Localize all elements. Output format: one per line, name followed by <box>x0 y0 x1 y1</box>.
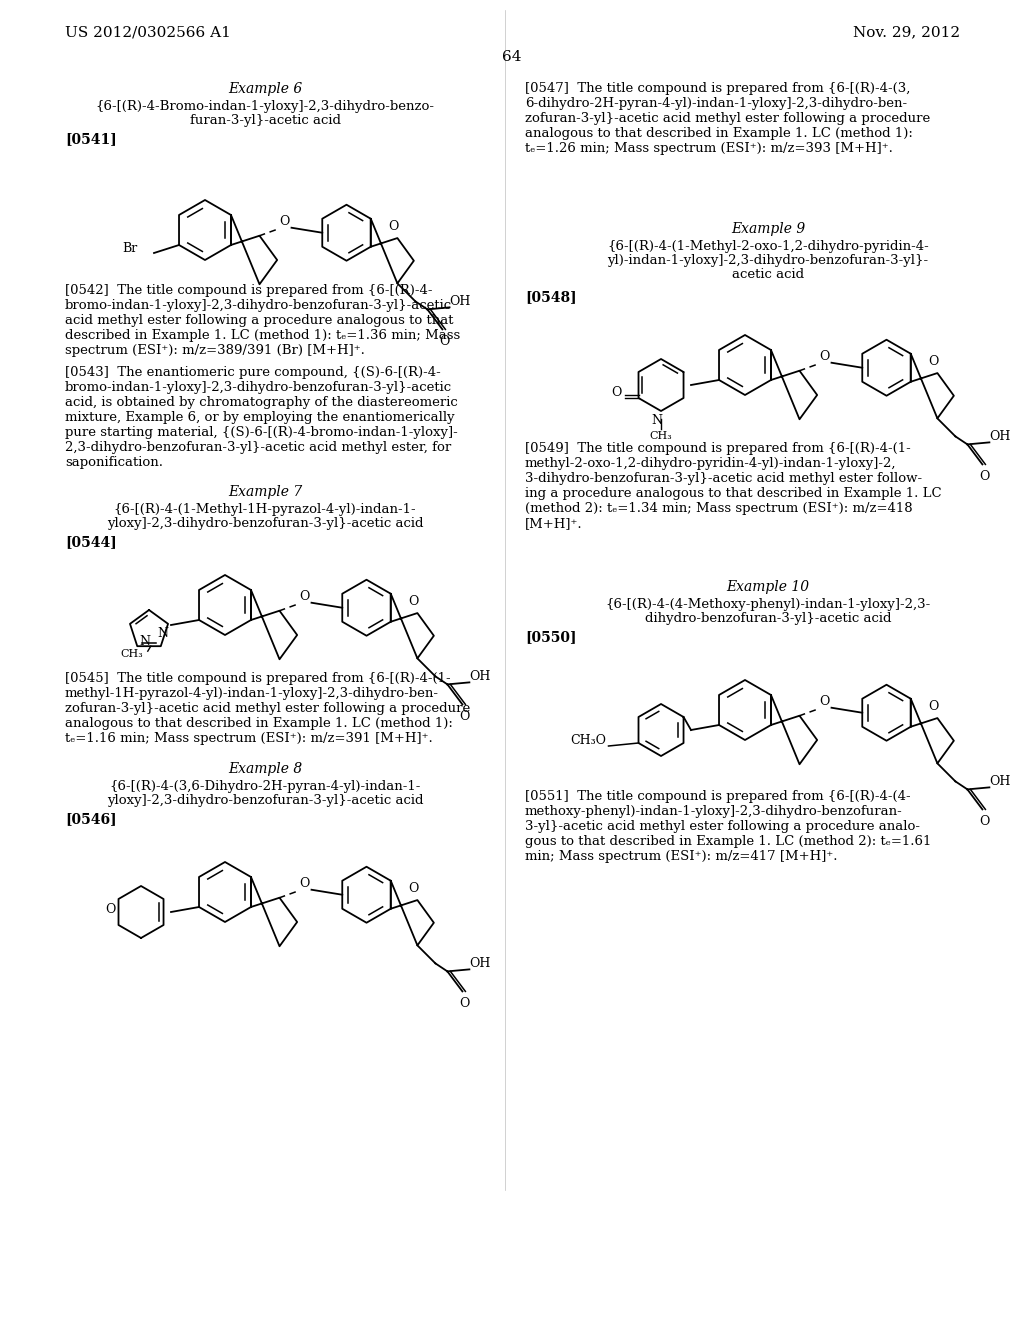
Text: OH: OH <box>989 775 1011 788</box>
Text: Example 10: Example 10 <box>726 579 810 594</box>
Text: CH₃O: CH₃O <box>570 734 606 747</box>
Text: [0548]: [0548] <box>525 290 577 304</box>
Text: N: N <box>139 635 151 648</box>
Text: yloxy]-2,3-dihydro-benzofuran-3-yl}-acetic acid: yloxy]-2,3-dihydro-benzofuran-3-yl}-acet… <box>106 517 423 531</box>
Text: O: O <box>979 816 989 829</box>
Text: [0547]  The title compound is prepared from {6-[(R)-4-(3,
6-dihydro-2H-pyran-4-y: [0547] The title compound is prepared fr… <box>525 82 930 154</box>
Text: O: O <box>299 590 310 603</box>
Text: {6-[(R)-4-(1-Methyl-2-oxo-1,2-dihydro-pyridin-4-: {6-[(R)-4-(1-Methyl-2-oxo-1,2-dihydro-py… <box>607 240 929 253</box>
Text: [0543]  The enantiomeric pure compound, {(S)-6-[(R)-4-
bromo-indan-1-yloxy]-2,3-: [0543] The enantiomeric pure compound, {… <box>65 366 458 469</box>
Text: {6-[(R)-4-(4-Methoxy-phenyl)-indan-1-yloxy]-2,3-: {6-[(R)-4-(4-Methoxy-phenyl)-indan-1-ylo… <box>605 598 931 611</box>
Text: O: O <box>928 700 939 713</box>
Text: yloxy]-2,3-dihydro-benzofuran-3-yl}-acetic acid: yloxy]-2,3-dihydro-benzofuran-3-yl}-acet… <box>106 795 423 807</box>
Text: dihydro-benzofuran-3-yl}-acetic acid: dihydro-benzofuran-3-yl}-acetic acid <box>645 612 891 624</box>
Text: Example 8: Example 8 <box>228 762 302 776</box>
Text: CH₃: CH₃ <box>649 432 673 441</box>
Text: O: O <box>388 219 398 232</box>
Text: [0550]: [0550] <box>525 630 577 644</box>
Text: US 2012/0302566 A1: US 2012/0302566 A1 <box>65 25 230 40</box>
Text: Example 6: Example 6 <box>228 82 302 96</box>
Text: [0541]: [0541] <box>65 132 117 147</box>
Text: O: O <box>299 878 310 890</box>
Text: [0549]  The title compound is prepared from {6-[(R)-4-(1-
methyl-2-oxo-1,2-dihyd: [0549] The title compound is prepared fr… <box>525 442 942 531</box>
Text: O: O <box>280 215 290 228</box>
Text: OH: OH <box>989 430 1011 444</box>
Text: {6-[(R)-4-Bromo-indan-1-yloxy]-2,3-dihydro-benzo-: {6-[(R)-4-Bromo-indan-1-yloxy]-2,3-dihyd… <box>95 100 434 114</box>
Text: O: O <box>819 350 829 363</box>
Text: OH: OH <box>469 957 490 970</box>
Text: O: O <box>105 903 116 916</box>
Text: O: O <box>819 696 829 709</box>
Text: [0551]  The title compound is prepared from {6-[(R)-4-(4-
methoxy-phenyl)-indan-: [0551] The title compound is prepared fr… <box>525 789 932 863</box>
Text: O: O <box>611 385 622 399</box>
Text: OH: OH <box>469 669 490 682</box>
Text: O: O <box>409 594 419 607</box>
Text: Example 7: Example 7 <box>228 484 302 499</box>
Text: O: O <box>459 998 470 1010</box>
Text: N: N <box>158 627 169 640</box>
Text: O: O <box>459 710 470 723</box>
Text: acetic acid: acetic acid <box>732 268 804 281</box>
Text: CH₃: CH₃ <box>120 649 142 659</box>
Text: [0544]: [0544] <box>65 535 117 549</box>
Text: O: O <box>409 882 419 895</box>
Text: [0545]  The title compound is prepared from {6-[(R)-4-(1-
methyl-1H-pyrazol-4-yl: [0545] The title compound is prepared fr… <box>65 672 470 744</box>
Text: O: O <box>979 470 989 483</box>
Text: Example 9: Example 9 <box>731 222 805 236</box>
Text: O: O <box>928 355 939 367</box>
Text: OH: OH <box>450 294 471 308</box>
Text: furan-3-yl}-acetic acid: furan-3-yl}-acetic acid <box>189 114 341 127</box>
Text: yl)-indan-1-yloxy]-2,3-dihydro-benzofuran-3-yl}-: yl)-indan-1-yloxy]-2,3-dihydro-benzofura… <box>607 253 929 267</box>
Text: O: O <box>439 335 450 348</box>
Text: [0542]  The title compound is prepared from {6-[(R)-4-
bromo-indan-1-yloxy]-2,3-: [0542] The title compound is prepared fr… <box>65 284 460 356</box>
Text: {6-[(R)-4-(3,6-Dihydro-2H-pyran-4-yl)-indan-1-: {6-[(R)-4-(3,6-Dihydro-2H-pyran-4-yl)-in… <box>110 780 421 793</box>
Text: 64: 64 <box>502 50 522 63</box>
Text: N: N <box>651 414 663 426</box>
Text: Nov. 29, 2012: Nov. 29, 2012 <box>853 25 961 40</box>
Text: {6-[(R)-4-(1-Methyl-1H-pyrazol-4-yl)-indan-1-: {6-[(R)-4-(1-Methyl-1H-pyrazol-4-yl)-ind… <box>114 503 417 516</box>
Text: [0546]: [0546] <box>65 812 117 826</box>
Text: Br: Br <box>123 243 138 256</box>
